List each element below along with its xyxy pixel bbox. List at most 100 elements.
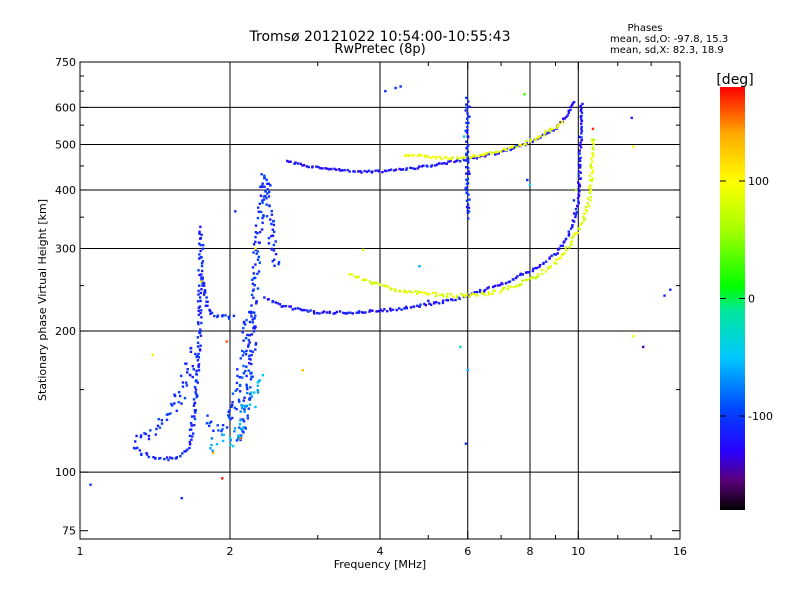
echo-point: [254, 405, 257, 409]
echo-point: [496, 150, 500, 154]
echo-point: [581, 102, 584, 106]
echo-point: [574, 232, 577, 235]
echo-point: [377, 310, 380, 313]
echo-point: [586, 197, 590, 200]
echo-point: [239, 410, 242, 413]
echo-point: [271, 300, 274, 304]
echo-point: [563, 240, 566, 243]
echo-point: [132, 446, 136, 450]
echo-point: [199, 249, 202, 253]
echo-point: [197, 309, 200, 312]
echo-point: [227, 410, 230, 414]
echo-point: [438, 293, 442, 297]
echo-point: [355, 276, 359, 279]
echo-point: [252, 243, 256, 246]
echo-point: [588, 178, 592, 182]
echo-point: [591, 141, 595, 144]
echo-point: [451, 156, 454, 159]
echo-point: [343, 168, 346, 172]
echo-point: [442, 294, 445, 298]
echo-point: [572, 212, 576, 215]
echo-point: [183, 450, 186, 453]
echo-point: [566, 114, 569, 117]
echo-point: [550, 254, 553, 257]
echo-point: [377, 170, 381, 173]
echo-point: [466, 177, 470, 181]
echo-point: [257, 255, 261, 259]
echo-point: [238, 383, 242, 387]
echo-point: [245, 404, 248, 408]
echo-point: [140, 453, 143, 457]
echo-point: [464, 129, 467, 133]
echo-point: [435, 155, 438, 159]
echo-point: [312, 310, 316, 313]
echo-point: [348, 170, 351, 173]
echo-point: [447, 160, 450, 163]
echo-point: [160, 418, 164, 422]
echo-point: [179, 455, 182, 458]
echo-point: [591, 146, 594, 150]
echo-point: [208, 421, 212, 425]
echo-point: [429, 303, 433, 306]
echo-point: [274, 252, 278, 256]
echo-point: [251, 311, 255, 314]
echo-point: [579, 156, 582, 160]
echo-point: [465, 293, 468, 296]
echo-point: [578, 166, 582, 169]
scatter-point: [572, 199, 576, 202]
echo-point: [507, 285, 510, 288]
echo-point: [536, 273, 540, 276]
echo-point: [431, 155, 435, 159]
echo-point: [544, 133, 547, 136]
echo-point: [193, 415, 196, 418]
echo-point: [341, 169, 344, 172]
echo-point: [253, 317, 256, 320]
echo-point: [493, 289, 497, 293]
echo-point: [469, 293, 473, 297]
echo-point: [168, 456, 172, 459]
echo-point: [397, 307, 401, 310]
echo-point: [466, 100, 470, 103]
echo-point: [418, 305, 421, 308]
echo-point: [531, 269, 535, 273]
echo-point: [548, 256, 551, 259]
echo-point: [417, 165, 421, 168]
echo-point: [512, 278, 515, 281]
echo-point: [577, 194, 581, 197]
echo-point: [256, 381, 259, 384]
echo-point: [248, 310, 251, 314]
echo-point: [238, 426, 241, 429]
echo-point: [198, 257, 201, 260]
echo-point: [208, 424, 211, 428]
echo-point: [508, 280, 512, 283]
echo-point: [246, 417, 250, 420]
echo-point: [520, 283, 523, 286]
echo-point: [186, 367, 189, 371]
echo-point: [233, 406, 236, 410]
echo-point: [567, 230, 570, 233]
echo-point: [253, 276, 257, 280]
echo-point: [466, 203, 470, 206]
echo-point: [240, 406, 244, 410]
echo-point: [538, 265, 541, 269]
echo-point: [250, 353, 253, 357]
echo-point: [258, 202, 262, 206]
echo-point: [466, 125, 469, 129]
echo-point: [467, 121, 470, 125]
echo-point: [245, 385, 249, 389]
echo-point: [338, 168, 341, 171]
echo-point: [261, 216, 264, 220]
echo-point: [580, 125, 583, 129]
echo-point: [382, 284, 386, 287]
echo-point: [260, 210, 263, 214]
scatter-point: [669, 288, 672, 291]
echo-point: [173, 402, 176, 405]
echo-point: [540, 272, 544, 276]
scatter-point: [642, 345, 645, 349]
echo-point: [529, 277, 533, 280]
echo-point: [481, 292, 485, 295]
echo-point: [466, 135, 469, 138]
echo-point: [147, 437, 151, 441]
echo-point: [253, 327, 257, 330]
echo-point: [413, 167, 417, 171]
